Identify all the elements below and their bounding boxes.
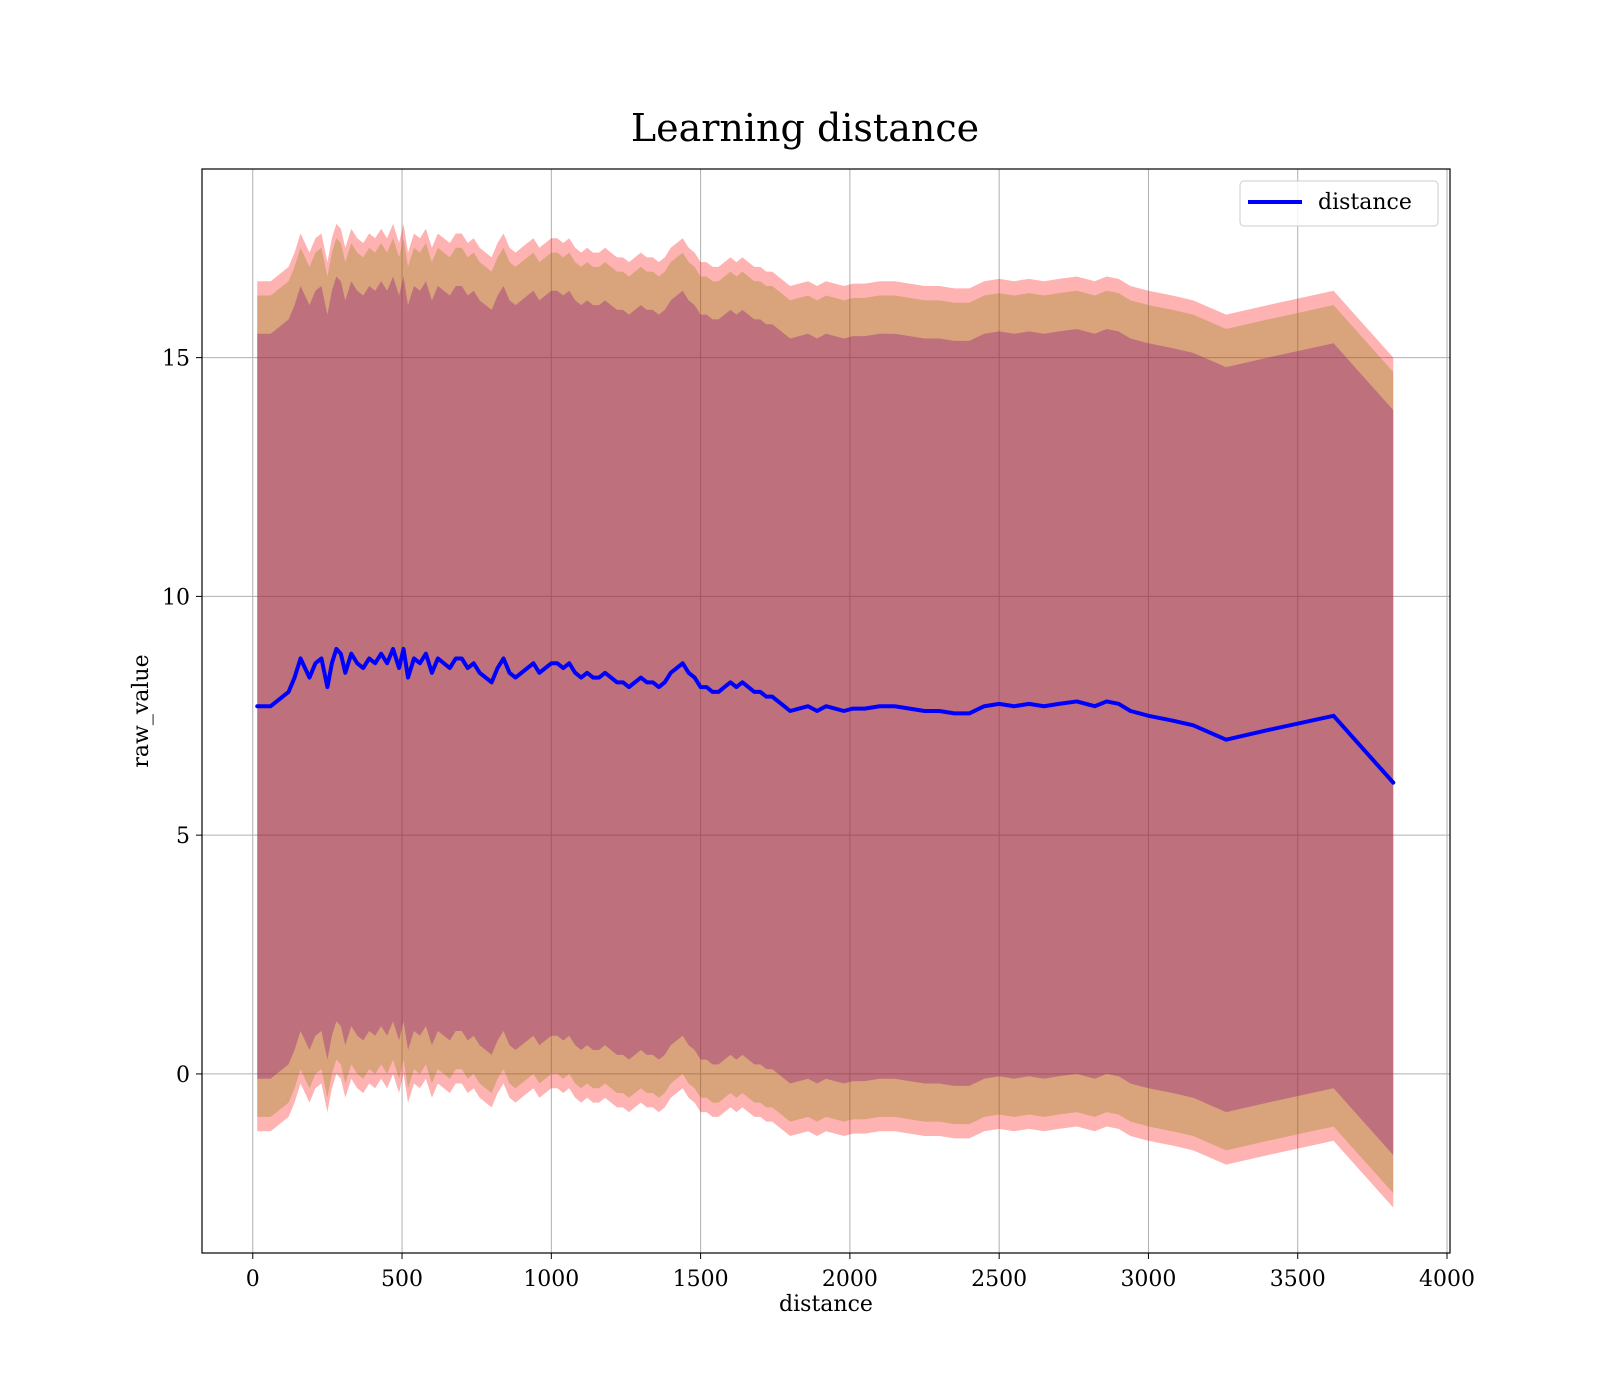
band-inner	[257, 276, 1394, 1156]
band-middle	[257, 238, 1394, 1194]
legend: distance	[1239, 180, 1439, 227]
y-tick-label-1: 5	[176, 824, 190, 849]
x-tick-label-3: 1500	[673, 1267, 729, 1292]
x-tick-label-8: 4000	[1419, 1267, 1475, 1292]
x-tick-label-2: 1000	[523, 1267, 579, 1292]
legend-box	[1239, 180, 1439, 227]
x-tick-label-5: 2500	[971, 1267, 1027, 1292]
confidence-bands	[257, 223, 1394, 1208]
series-layer	[255, 646, 1396, 785]
band-outer	[257, 223, 1394, 1208]
series-line-distance	[255, 646, 1396, 785]
y-tick-label-0: 0	[176, 1063, 190, 1088]
x-tick-label-1: 500	[381, 1267, 423, 1292]
x-tick-label-4: 2000	[822, 1267, 878, 1292]
y-tick-label-3: 15	[162, 347, 190, 372]
x-axis-label: distance	[779, 1292, 873, 1317]
x-tick-label-0: 0	[246, 1267, 260, 1292]
y-axis-ticks: 0 5 10 15	[162, 347, 202, 1088]
y-tick-label-2: 10	[162, 585, 190, 610]
x-tick-label-6: 3000	[1120, 1267, 1176, 1292]
plot-frame	[201, 168, 1451, 1254]
chart-title: Learning distance	[631, 106, 979, 150]
x-axis-ticks: 0 500 1000 1500 2000 2500 3000 3500 4000	[246, 1253, 1475, 1292]
legend-label-distance: distance	[1318, 190, 1412, 215]
y-axis-label: raw_value	[129, 654, 154, 767]
x-tick-label-7: 3500	[1270, 1267, 1326, 1292]
